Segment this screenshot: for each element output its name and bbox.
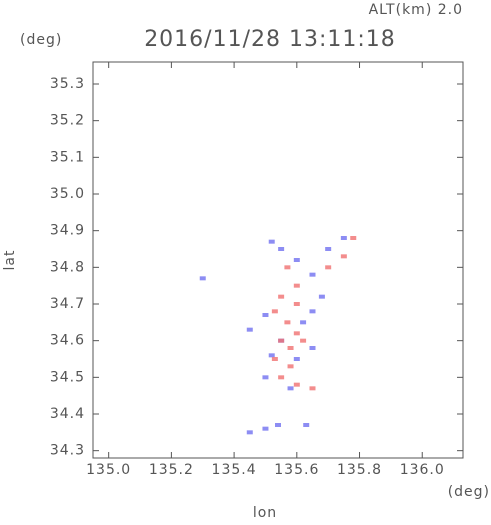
chart-title: 2016/11/28 13:11:18	[144, 27, 396, 52]
data-point	[325, 265, 332, 270]
data-point	[309, 272, 316, 277]
data-point	[262, 313, 269, 317]
y-tick-label: 35.2	[50, 113, 85, 129]
x-unit: (deg)	[448, 484, 490, 500]
x-tick-label: 135.6	[274, 462, 319, 478]
data-point	[246, 430, 253, 435]
data-point	[262, 375, 269, 380]
data-point	[293, 382, 300, 387]
y-tick-label: 34.8	[50, 259, 85, 275]
data-point	[199, 276, 206, 281]
y-tick-label: 34.6	[50, 333, 85, 349]
y-unit: (deg)	[20, 32, 62, 48]
data-point	[293, 357, 300, 361]
y-tick-label: 34.4	[50, 406, 85, 422]
data-point	[262, 426, 269, 431]
data-point	[293, 258, 300, 262]
y-tick-label: 34.7	[50, 296, 85, 312]
x-axis-label: lon	[253, 505, 277, 521]
data-point	[350, 236, 357, 240]
y-tick-label: 34.3	[50, 443, 85, 459]
data-point	[325, 247, 332, 251]
x-tick-label: 136.0	[400, 462, 445, 478]
data-point	[293, 302, 300, 306]
data-point	[278, 247, 285, 251]
data-point	[246, 327, 253, 332]
y-tick-label: 34.5	[50, 369, 85, 385]
data-point	[271, 309, 278, 314]
data-point	[287, 386, 294, 391]
x-tick-label: 135.8	[337, 462, 382, 478]
data-point	[268, 353, 275, 358]
data-point	[300, 320, 307, 325]
data-point	[309, 309, 316, 314]
data-point	[278, 294, 285, 299]
data-point	[303, 423, 310, 427]
altitude-label: ALT(km) 2.0	[369, 2, 463, 18]
data-point	[284, 265, 291, 270]
data-point	[300, 338, 307, 343]
data-point	[309, 386, 316, 391]
x-tick-label: 135.4	[212, 462, 257, 478]
data-point	[287, 346, 294, 350]
data-point	[284, 320, 291, 325]
x-tick-label: 135.2	[149, 462, 194, 478]
data-point	[278, 338, 285, 343]
data-point	[340, 254, 347, 259]
data-point	[275, 423, 281, 427]
y-tick-label: 34.9	[50, 223, 85, 239]
plot-frame	[92, 61, 464, 459]
data-point	[287, 364, 294, 369]
data-point	[318, 294, 325, 299]
data-point	[268, 239, 275, 244]
y-tick-label: 35.3	[50, 76, 85, 92]
data-point	[271, 357, 278, 361]
y-axis-label: lat	[2, 250, 18, 271]
data-point	[293, 283, 300, 288]
data-point	[309, 346, 316, 350]
y-tick-label: 35.1	[50, 149, 85, 165]
data-point	[340, 236, 347, 240]
y-tick-label: 35.0	[50, 186, 85, 202]
data-point	[278, 375, 285, 380]
data-point	[293, 331, 300, 336]
x-tick-label: 135.0	[86, 462, 131, 478]
